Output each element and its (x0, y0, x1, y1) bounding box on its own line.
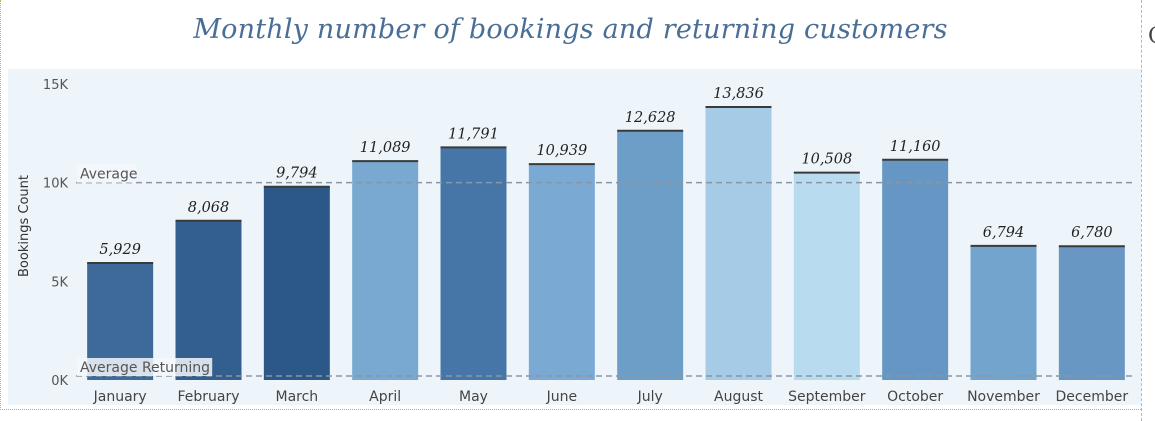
bar-value-label: 8,068 (188, 200, 230, 216)
bar-november (970, 245, 1037, 380)
bar-value-label: 10,939 (536, 143, 587, 159)
bar-value-label: 11,089 (360, 140, 411, 156)
reference-line-label: Average Returning (80, 360, 210, 376)
bar-june (528, 164, 595, 380)
reference-label-bg (77, 164, 137, 183)
y-tick-label: 0K (51, 374, 68, 389)
x-tick-label: July (637, 389, 663, 405)
x-tick-label: March (275, 389, 318, 405)
bar-value-label: 6,794 (983, 225, 1025, 241)
frame-right-border (1141, 0, 1143, 421)
frame-left-border (0, 0, 2, 410)
bar-february (175, 220, 242, 380)
x-tick-label: May (459, 389, 488, 405)
bar-august (705, 106, 772, 380)
bar-value-label: 11,160 (890, 139, 941, 155)
bar-march (263, 186, 330, 380)
clipped-side-text: C (1148, 24, 1155, 49)
bar-value-label: 11,791 (448, 126, 499, 142)
bar-value-label: 13,836 (713, 86, 764, 102)
x-tick-label: April (369, 389, 401, 405)
bar-value-label: 6,780 (1071, 225, 1113, 241)
bar-value-label: 12,628 (625, 110, 676, 126)
bar-october (882, 159, 949, 380)
x-tick-label: November (967, 389, 1040, 405)
x-tick-label: June (546, 389, 578, 405)
reference-line-label: Average (80, 167, 138, 183)
x-tick-label: August (714, 389, 764, 405)
x-tick-label: January (93, 389, 147, 405)
x-tick-label: February (177, 389, 239, 405)
y-tick-label: 15K (43, 78, 69, 93)
x-tick-label: December (1056, 389, 1129, 405)
bar-july (617, 130, 684, 380)
bar-may (440, 147, 507, 380)
reference-label-bg (77, 358, 213, 376)
y-axis-label: Bookings Count (17, 175, 32, 277)
bar-value-label: 5,929 (99, 242, 141, 258)
x-tick-label: October (887, 389, 943, 405)
bar-value-label: 9,794 (276, 166, 318, 182)
bar-april (352, 161, 419, 380)
bar-value-label: 10,508 (801, 152, 852, 168)
y-tick-label: 10K (43, 177, 69, 192)
chart-title: Monthly number of bookings and returning… (193, 14, 948, 45)
x-tick-label: September (788, 389, 866, 405)
bar-december (1058, 246, 1125, 380)
bar-september (793, 172, 860, 380)
y-tick-label: 5K (51, 275, 68, 290)
frame-bottom-border (0, 409, 1141, 411)
